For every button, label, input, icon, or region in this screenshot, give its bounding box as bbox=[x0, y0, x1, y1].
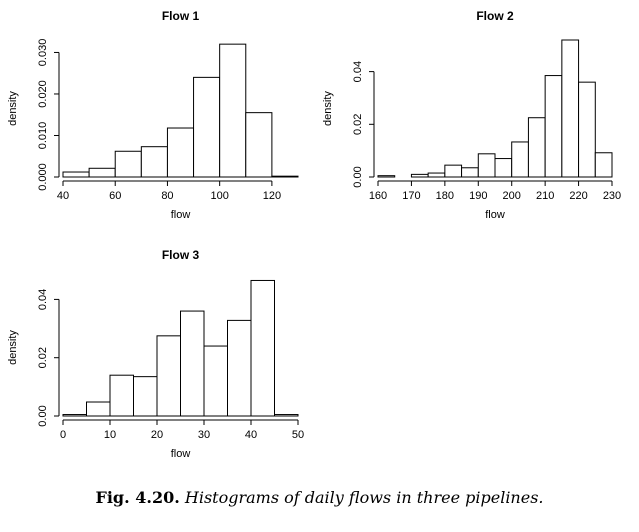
histogram-bar bbox=[477, 153, 496, 178]
histogram-bar bbox=[461, 167, 479, 178]
y-tick-label: 0.04 bbox=[37, 289, 49, 310]
histogram-bar bbox=[444, 164, 463, 178]
x-tick-label: 170 bbox=[402, 190, 420, 202]
histogram-bar bbox=[219, 43, 247, 178]
caption-text: Histograms of daily flows in three pipel… bbox=[184, 488, 544, 507]
histogram-bar bbox=[62, 171, 90, 178]
figure-caption: Fig. 4.20. Histograms of daily flows in … bbox=[0, 488, 639, 507]
y-tick-label: 0.04 bbox=[352, 61, 364, 82]
histogram-panel-1: Flow 1 40 60 80 100 120 flow 0.000 0.010 0.020 0.0… bbox=[7, 9, 299, 221]
histogram-panel-2: Flow 2 160 170 180 190 200 210 220 230 flow 0.00 0.… bbox=[322, 9, 621, 221]
x-tick-label: 220 bbox=[569, 190, 587, 202]
histogram-bar bbox=[166, 127, 195, 178]
histogram-bar bbox=[203, 345, 228, 417]
y-tick-label: 0.00 bbox=[352, 166, 364, 187]
x-tick-label: 10 bbox=[104, 429, 116, 441]
histogram-bar bbox=[133, 376, 158, 417]
histogram-bar bbox=[271, 175, 299, 178]
x-tick-label: 200 bbox=[503, 190, 521, 202]
histogram-bar bbox=[86, 401, 111, 417]
caption-label: Fig. 4.20. bbox=[95, 488, 180, 507]
y-tick-label: 0.030 bbox=[37, 39, 49, 67]
histogram-bar bbox=[114, 150, 142, 178]
x-tick-label: 120 bbox=[263, 190, 281, 202]
histogram-bar bbox=[140, 146, 168, 178]
x-tick-label: 80 bbox=[161, 190, 173, 202]
histogram-bar bbox=[594, 152, 613, 178]
x-tick-label: 190 bbox=[469, 190, 487, 202]
x-tick-label: 160 bbox=[369, 190, 387, 202]
histogram-bar bbox=[561, 39, 580, 178]
histogram-bar bbox=[88, 167, 116, 178]
x-tick-label: 230 bbox=[603, 190, 621, 202]
histogram-bar bbox=[527, 117, 546, 178]
histogram-bar bbox=[250, 279, 275, 417]
histogram-bar bbox=[245, 112, 273, 178]
x-tick-label: 30 bbox=[198, 429, 210, 441]
y-tick-label: 0.00 bbox=[37, 405, 49, 426]
y-tick-label: 0.02 bbox=[352, 114, 364, 135]
y-axis-label: density bbox=[322, 91, 334, 126]
x-axis-label: flow bbox=[171, 209, 191, 221]
y-axis-label: density bbox=[7, 330, 19, 365]
histogram-bar bbox=[62, 414, 87, 417]
chart-title: Flow 2 bbox=[476, 9, 514, 23]
x-tick-label: 20 bbox=[151, 429, 163, 441]
x-tick-label: 0 bbox=[60, 429, 66, 441]
x-axis-label: flow bbox=[485, 209, 505, 221]
histogram-bar bbox=[193, 76, 221, 178]
x-tick-label: 180 bbox=[436, 190, 454, 202]
y-tick-label: 0.000 bbox=[37, 163, 49, 191]
histogram-bar bbox=[511, 141, 529, 178]
histogram-bar bbox=[427, 172, 446, 178]
y-axis-label: density bbox=[7, 91, 19, 126]
histogram-bar bbox=[180, 310, 205, 417]
x-tick-label: 60 bbox=[109, 190, 121, 202]
histogram-bar bbox=[377, 175, 396, 178]
histogram-bar bbox=[156, 335, 181, 417]
histogram-bar bbox=[544, 75, 563, 178]
chart-title: Flow 1 bbox=[162, 9, 200, 23]
histogram-bar bbox=[494, 158, 513, 178]
x-tick-label: 40 bbox=[57, 190, 69, 202]
histogram-figure: Flow 140 60 80 100 120flow0.0000.0100.0200.0… bbox=[7, 9, 621, 460]
histogram-panel-3: Flow 3 0 10 20 30 40 50 flow 0.00 0.02 0.04 density bbox=[7, 248, 304, 460]
histogram-bar bbox=[109, 374, 134, 417]
y-tick-label: 0.020 bbox=[37, 80, 49, 108]
x-tick-label: 50 bbox=[292, 429, 304, 441]
y-tick-label: 0.02 bbox=[37, 347, 49, 368]
x-tick-label: 210 bbox=[536, 190, 554, 202]
x-axis-label: flow bbox=[171, 448, 191, 460]
histogram-bar bbox=[274, 414, 299, 417]
x-tick-label: 40 bbox=[245, 429, 257, 441]
histogram-bar bbox=[410, 173, 429, 178]
chart-title: Flow 3 bbox=[162, 248, 200, 262]
histogram-bar bbox=[227, 319, 252, 417]
y-tick-label: 0.010 bbox=[37, 122, 49, 150]
x-tick-label: 100 bbox=[210, 190, 228, 202]
histogram-bar bbox=[578, 81, 596, 178]
